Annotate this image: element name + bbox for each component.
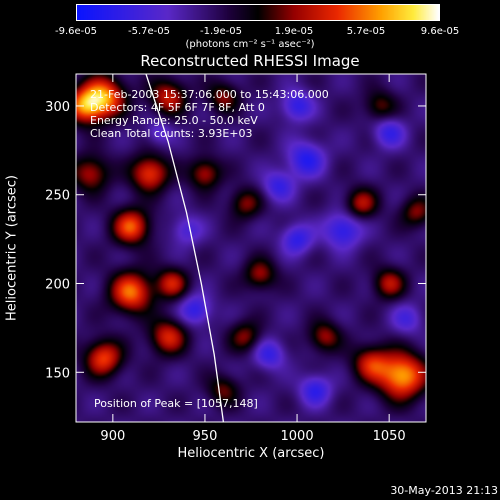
colorbar-tick: 1.9e-05 [274,26,314,37]
colorbar-tick: 5.7e-05 [346,26,386,37]
y-tick-label: 200 [45,278,70,293]
heatmap-image [76,74,426,422]
info-total-counts: Clean Total counts: 3.93E+03 [90,127,253,140]
plot-frame [75,73,427,423]
colorbar-tick: 9.6e-05 [420,26,460,37]
colorbar-gradient [77,5,439,20]
timestamp: 30-May-2013 21:13 [390,484,498,497]
plot-area [76,74,426,422]
x-tick-label: 950 [193,429,218,444]
y-tick-label: 150 [45,366,70,381]
colorbar-tick: -1.9e-05 [200,26,242,37]
info-detectors: Detectors: 4F 5F 6F 7F 8F, Att 0 [90,101,265,114]
x-tick-label: 900 [100,429,125,444]
y-axis-label: Heliocentric Y (arcsec) [4,175,20,321]
chart-title: Reconstructed RHESSI Image [140,52,360,70]
info-energy-range: Energy Range: 25.0 - 50.0 keV [90,114,258,127]
x-axis-label: Heliocentric X (arcsec) [177,446,325,461]
y-tick-label: 250 [45,189,70,204]
colorbar-tick: -9.6e-05 [55,26,97,37]
x-tick-label: 1000 [281,429,314,444]
peak-position-label: Position of Peak = [1057,148] [94,397,258,410]
solar-limb-curve [145,73,225,423]
info-time-range: 21-Feb-2003 15:37:06.000 to 15:43:06.000 [90,88,329,101]
x-tick-label: 1050 [373,429,406,444]
plot-overlay: 900 950 1000 1050 150 200 250 300 21-Feb-2003 … [45,73,427,444]
colorbar-tick: -5.7e-05 [128,26,170,37]
y-tick-label: 300 [45,100,70,115]
colorbar-units: (photons cm⁻² s⁻¹ asec⁻²) [185,39,315,50]
info-text: 21-Feb-2003 15:37:06.000 to 15:43:06.000… [90,88,329,410]
colorbar [76,4,440,21]
y-axis-ticks: 150 200 250 300 [45,100,426,381]
x-axis-ticks: 900 950 1000 1050 [100,74,406,444]
